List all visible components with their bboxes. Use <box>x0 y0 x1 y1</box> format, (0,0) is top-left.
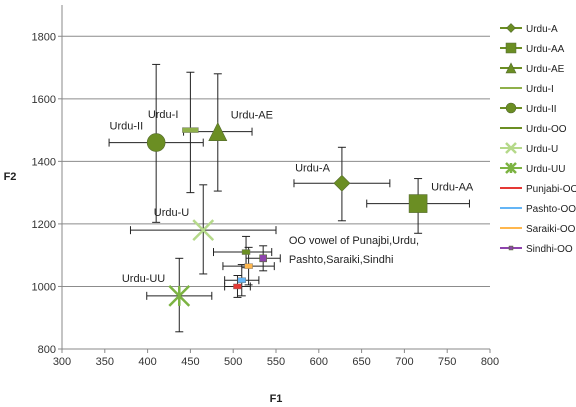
pashto-oo-point <box>237 277 246 283</box>
urdu-ii-label: Urdu-II <box>110 121 144 133</box>
urdu-oo-legend-label: Urdu-OO <box>526 124 567 135</box>
saraiki-oo-point <box>244 263 253 269</box>
axes <box>61 5 490 350</box>
x-tick-label: 800 <box>481 356 499 368</box>
annotation-text: OO vowel of Punajbi,Urdu, <box>289 235 419 247</box>
urdu-aa-legend-marker <box>505 42 517 54</box>
urdu-ae-point <box>208 121 228 141</box>
urdu-uu-label: Urdu-UU <box>122 273 165 285</box>
data-points <box>146 121 428 307</box>
urdu-u-legend-marker <box>505 142 517 154</box>
urdu-ii-legend-marker <box>505 102 517 114</box>
urdu-ii-legend-label: Urdu-II <box>526 104 557 115</box>
y-tick-label: 1000 <box>32 281 56 293</box>
y-tick-label: 1200 <box>32 219 56 231</box>
urdu-u-point <box>192 219 215 242</box>
saraiki-oo-legend-label: Saraiki-OO <box>526 224 576 235</box>
y-axis-title: F2 <box>4 171 17 183</box>
urdu-ae-legend-label: Urdu-AE <box>526 64 565 75</box>
urdu-aa-label: Urdu-AA <box>431 182 474 194</box>
punjabi-oo-legend-label: Punjabi-OO <box>526 184 576 195</box>
legend: Urdu-A Urdu-AA Urdu-AE Urdu-I Urdu-II Urdu-OO… <box>500 23 576 255</box>
punjabi-oo-point <box>233 283 242 290</box>
urdu-uu-legend-label: Urdu-UU <box>526 164 565 175</box>
x-tick-label: 650 <box>352 356 370 368</box>
x-tick-label: 300 <box>53 356 71 368</box>
x-tick-label: 750 <box>438 356 456 368</box>
urdu-i-point <box>182 127 199 133</box>
pashto-oo-legend-label: Pashto-OO <box>526 204 576 215</box>
x-tick-label: 400 <box>138 356 156 368</box>
y-tick-label: 1400 <box>32 156 56 168</box>
urdu-ae-legend-marker <box>505 62 517 74</box>
urdu-u-label: Urdu-U <box>154 207 190 219</box>
x-axis-title: F1 <box>270 393 283 405</box>
urdu-aa-point <box>408 194 428 213</box>
sindhi-oo-legend-marker <box>508 245 514 251</box>
urdu-ii-point <box>146 133 166 152</box>
sindhi-oo-point <box>259 254 267 263</box>
urdu-uu-point <box>168 284 191 307</box>
urdu-oo-point <box>241 249 251 255</box>
x-tick-labels: 300 350 400 450 500 550 600 650 700 750 800 <box>53 356 499 368</box>
urdu-aa-legend-label: Urdu-AA <box>526 44 565 55</box>
urdu-a-legend-marker <box>506 23 516 33</box>
urdu-u-legend-label: Urdu-U <box>526 144 558 155</box>
x-tick-label: 350 <box>96 356 114 368</box>
urdu-a-point <box>333 174 351 192</box>
point-labels: Urdu-AUrdu-AAUrdu-AEUrdu-IUrdu-IIUrdu-UU… <box>110 109 474 285</box>
urdu-a-legend-label: Urdu-A <box>526 24 558 35</box>
annotations: OO vowel of Punajbi,Urdu, Pashto,Saraiki,… <box>289 235 419 266</box>
urdu-uu-legend-marker <box>505 162 517 174</box>
urdu-i-label: Urdu-I <box>148 109 179 121</box>
x-tick-label: 700 <box>395 356 413 368</box>
sindhi-oo-legend-label: Sindhi-OO <box>526 244 573 255</box>
y-tick-label: 800 <box>38 344 56 356</box>
x-tick-label: 450 <box>181 356 199 368</box>
urdu-ae-label: Urdu-AE <box>231 110 273 122</box>
urdu-i-legend-label: Urdu-I <box>526 84 554 95</box>
x-tick-label: 500 <box>224 356 242 368</box>
y-tick-label: 1800 <box>32 31 56 43</box>
y-gridlines <box>58 35 491 353</box>
y-tick-labels: 800 1000 1200 1400 1600 1800 <box>32 31 56 356</box>
x-tick-label: 600 <box>310 356 328 368</box>
y-tick-label: 1600 <box>32 94 56 106</box>
x-tick-label: 550 <box>267 356 285 368</box>
urdu-a-label: Urdu-A <box>295 162 331 174</box>
annotation-text: Pashto,Saraiki,Sindhi <box>289 254 394 266</box>
